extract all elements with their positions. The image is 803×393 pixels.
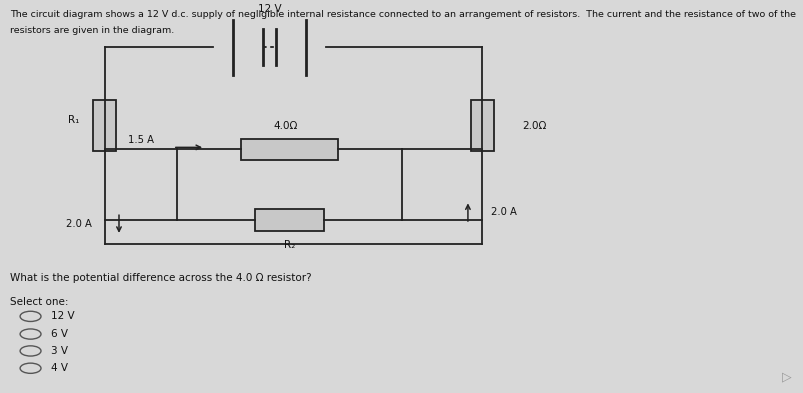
Text: 3 V: 3 V bbox=[51, 346, 67, 356]
Text: 12 V: 12 V bbox=[257, 4, 281, 14]
Text: 2.0 A: 2.0 A bbox=[491, 207, 516, 217]
Text: 6 V: 6 V bbox=[51, 329, 67, 339]
Text: 4.0Ω: 4.0Ω bbox=[273, 121, 297, 130]
Text: 4 V: 4 V bbox=[51, 363, 67, 373]
Text: 1.5 A: 1.5 A bbox=[128, 136, 153, 145]
Text: 2.0 A: 2.0 A bbox=[66, 219, 92, 229]
Text: 12 V: 12 V bbox=[51, 311, 74, 321]
FancyBboxPatch shape bbox=[471, 100, 493, 151]
Text: R₁: R₁ bbox=[68, 115, 79, 125]
Text: Select one:: Select one: bbox=[10, 297, 68, 307]
FancyBboxPatch shape bbox=[241, 138, 337, 160]
Text: What is the potential difference across the 4.0 Ω resistor?: What is the potential difference across … bbox=[10, 273, 311, 283]
FancyBboxPatch shape bbox=[93, 100, 116, 151]
Text: 2.0Ω: 2.0Ω bbox=[522, 121, 546, 131]
Text: resistors are given in the diagram.: resistors are given in the diagram. bbox=[10, 26, 173, 35]
Text: The circuit diagram shows a 12 V d.c. supply of negligible internal resistance c: The circuit diagram shows a 12 V d.c. su… bbox=[10, 10, 795, 19]
FancyBboxPatch shape bbox=[255, 209, 323, 231]
Text: ▷: ▷ bbox=[781, 370, 791, 383]
Text: R₂: R₂ bbox=[283, 239, 295, 250]
